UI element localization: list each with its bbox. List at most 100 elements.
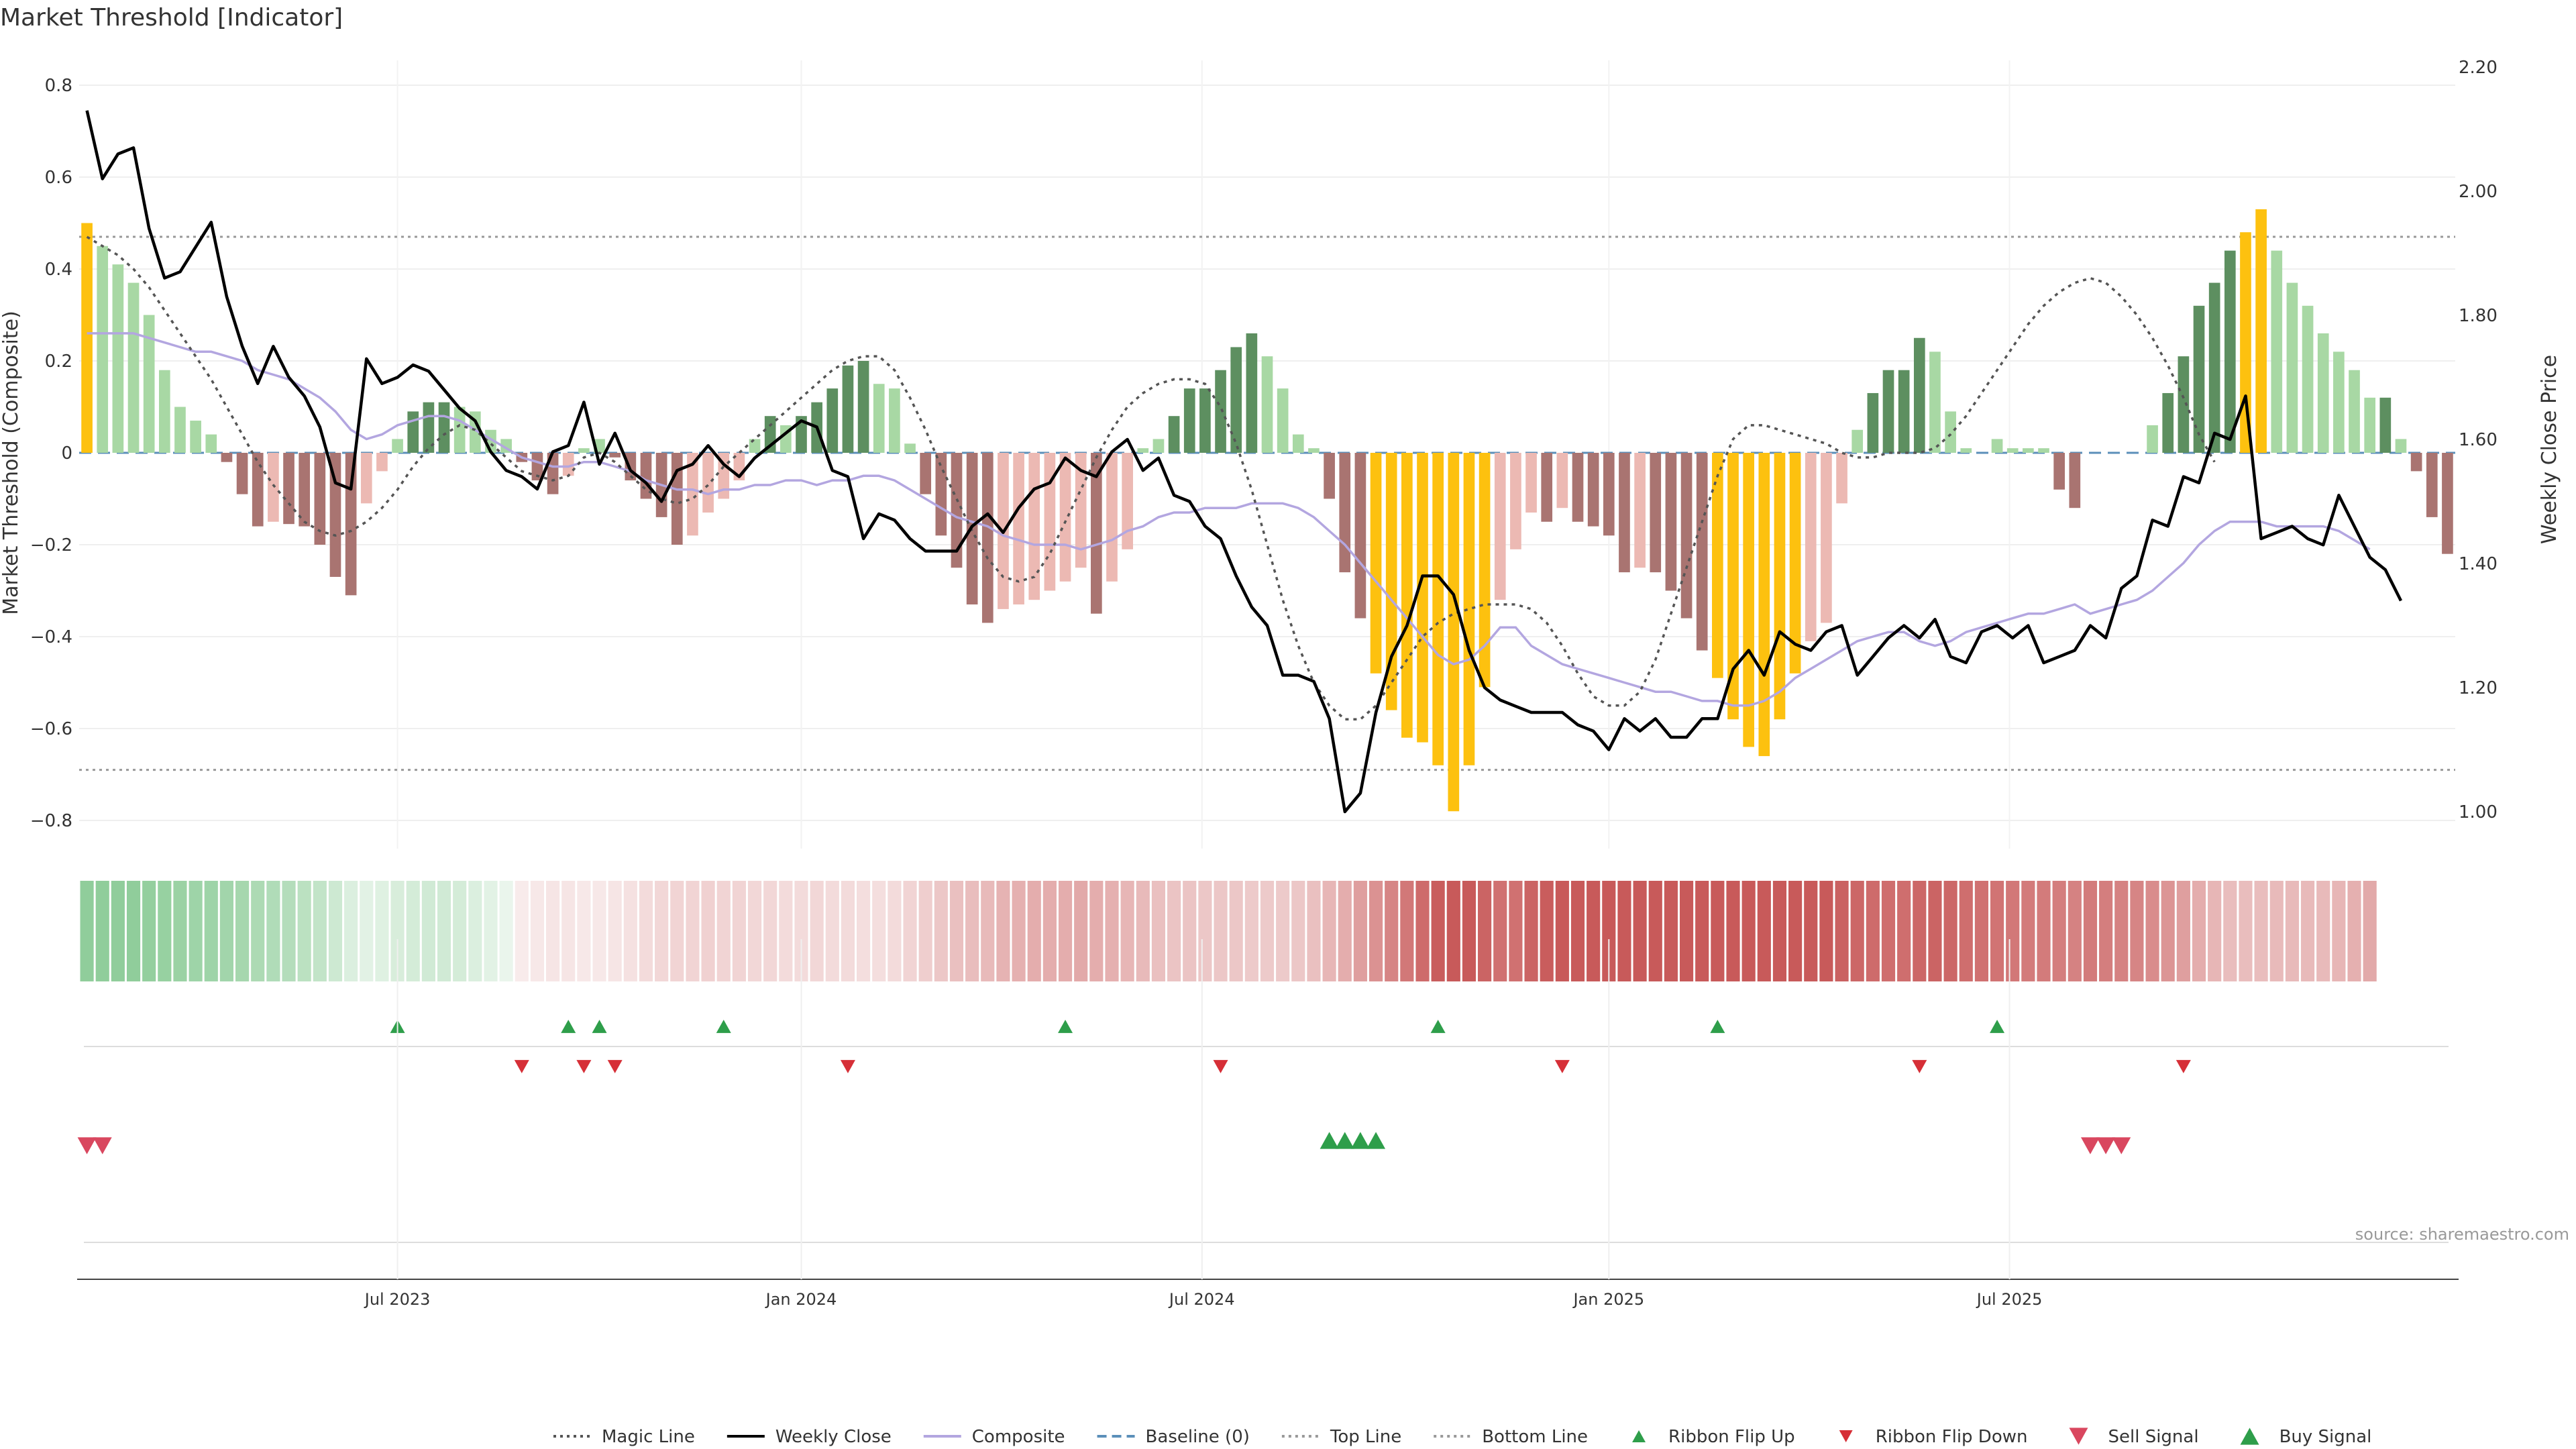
composite-bar bbox=[112, 264, 124, 453]
composite-bar bbox=[1556, 453, 1568, 508]
composite-bar bbox=[1401, 453, 1413, 738]
y-tick-label: 0.2 bbox=[45, 352, 72, 372]
ribbon-cell bbox=[1804, 881, 1818, 981]
composite-bar bbox=[1541, 453, 1553, 522]
sell-signal-marker bbox=[77, 1137, 97, 1155]
composite-bar bbox=[1277, 388, 1289, 453]
ribbon-cell bbox=[1368, 881, 1383, 981]
ribbon-cell bbox=[251, 881, 265, 981]
composite-bar bbox=[2224, 250, 2236, 453]
ribbon-cell bbox=[918, 881, 932, 981]
composite-bar bbox=[236, 453, 248, 494]
ribbon-flip-up-marker bbox=[592, 1020, 607, 1033]
ribbon-cell bbox=[1679, 881, 1694, 981]
y-tick-labels: 0.8 0.6 0.4 0.2 0 −0.2 −0.4 −0.6 −0.8 bbox=[30, 76, 72, 831]
ribbon-cell bbox=[484, 881, 498, 981]
ribbon-cell bbox=[1664, 881, 1678, 981]
composite-bar bbox=[1292, 434, 1304, 453]
ribbon-cell bbox=[981, 881, 995, 981]
ribbon-cell bbox=[437, 881, 451, 981]
composite-bar bbox=[1028, 453, 1040, 600]
composite-bar bbox=[1572, 453, 1584, 522]
weekly-close-line bbox=[85, 110, 2403, 814]
ribbon-cell bbox=[655, 881, 669, 981]
ribbon-cell bbox=[1229, 881, 1243, 981]
ribbon-cell bbox=[1524, 881, 1538, 981]
composite-bar bbox=[1168, 416, 1180, 453]
composite-bar bbox=[2364, 397, 2376, 453]
composite-bar bbox=[1417, 453, 1428, 743]
y-tick-label: 0.4 bbox=[45, 260, 72, 280]
composite-bar bbox=[1385, 453, 1397, 710]
composite-bars bbox=[81, 209, 2453, 812]
composite-bar bbox=[2038, 448, 2049, 453]
ribbon-cell bbox=[1540, 881, 1554, 981]
ribbon-cell bbox=[1555, 881, 1569, 981]
ribbon-cell bbox=[1307, 881, 1321, 981]
ribbon-cell bbox=[1772, 881, 1787, 981]
ribbon-cell bbox=[1757, 881, 1771, 981]
x-axis: Jul 2023 Jan 2024 Jul 2024 Jan 2025 Jul 2025 bbox=[77, 939, 2459, 1309]
composite-bar bbox=[81, 223, 93, 453]
ribbon-cell bbox=[1198, 881, 1212, 981]
ribbon-flip-up-marker bbox=[1430, 1020, 1446, 1033]
ribbon-flip-up-marker bbox=[716, 1020, 731, 1033]
ribbon-cell bbox=[561, 881, 576, 981]
ribbon-cell bbox=[577, 881, 591, 981]
ribbon-cell bbox=[1974, 881, 1988, 981]
ribbon-cell bbox=[406, 881, 420, 981]
ribbon-cell bbox=[1338, 881, 1352, 981]
composite-bar bbox=[2023, 448, 2034, 453]
composite-bar bbox=[1821, 453, 1832, 623]
ribbon-cell bbox=[2021, 881, 2035, 981]
y2-tick-label: 1.00 bbox=[2459, 802, 2498, 822]
ribbon-flip-down-marker bbox=[576, 1060, 592, 1073]
legend-label: Bottom Line bbox=[1482, 1427, 1588, 1447]
composite-bar bbox=[1867, 392, 1879, 453]
legend-swatch bbox=[2069, 1428, 2088, 1445]
composite-bar bbox=[1960, 448, 1972, 453]
ribbon-cell bbox=[1058, 881, 1073, 981]
composite-bar bbox=[1494, 453, 1506, 600]
ribbon-cell bbox=[1385, 881, 1399, 981]
x-tick-label: Jan 2024 bbox=[765, 1290, 837, 1309]
composite-bar bbox=[2162, 392, 2174, 453]
ribbon-cell bbox=[732, 881, 746, 981]
y2-axis-label: Weekly Close Price bbox=[2538, 355, 2561, 544]
ribbon-cell bbox=[1151, 881, 1166, 981]
composite-bar bbox=[1122, 453, 1133, 549]
ribbon-cell bbox=[1897, 881, 1911, 981]
y-tick-label: 0 bbox=[61, 443, 72, 464]
ribbon-cell bbox=[670, 881, 684, 981]
y-tick-label: −0.2 bbox=[30, 535, 72, 555]
composite-bar bbox=[1789, 453, 1801, 674]
composite-bar bbox=[2147, 425, 2158, 453]
ribbon-cell bbox=[1291, 881, 1305, 981]
ribbon-cell bbox=[934, 881, 948, 981]
ribbon-cell bbox=[360, 881, 374, 981]
composite-bar bbox=[935, 453, 947, 536]
composite-bar bbox=[609, 453, 621, 458]
ribbon-cell bbox=[1570, 881, 1585, 981]
y-tick-label: 0.8 bbox=[45, 76, 72, 96]
ribbon-cell bbox=[1928, 881, 1942, 981]
ribbon-cell bbox=[1602, 881, 1616, 981]
x-tick-label: Jul 2023 bbox=[364, 1290, 431, 1309]
sell-signal-marker bbox=[2112, 1137, 2131, 1155]
composite-bar bbox=[2255, 209, 2267, 453]
ribbon-cell bbox=[794, 881, 808, 981]
source-note: source: sharemaestro.com bbox=[2355, 1225, 2569, 1244]
composite-bar bbox=[158, 370, 170, 453]
ribbon-cell bbox=[1726, 881, 1740, 981]
ribbon-cell bbox=[1913, 881, 1927, 981]
ribbon-flip-down-marker bbox=[607, 1060, 623, 1073]
legend-label: Weekly Close bbox=[775, 1427, 892, 1447]
ribbon-cell bbox=[515, 881, 529, 981]
ribbon-cell bbox=[2037, 881, 2051, 981]
ribbon-cell bbox=[2254, 881, 2268, 981]
ribbon-cell bbox=[126, 881, 141, 981]
ribbon-cell bbox=[1260, 881, 1275, 981]
composite-bar bbox=[1882, 370, 1894, 453]
ribbon-cell bbox=[701, 881, 715, 981]
ribbon-cell bbox=[2239, 881, 2253, 981]
